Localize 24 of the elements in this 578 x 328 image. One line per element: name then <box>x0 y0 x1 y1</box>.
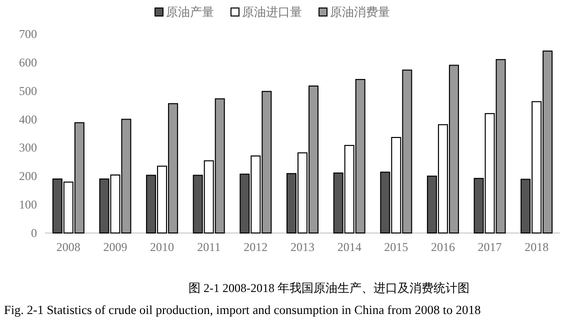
x-tick-label: 2017 <box>478 240 502 254</box>
x-tick-label: 2008 <box>56 240 80 254</box>
x-tick-label: 2012 <box>244 240 268 254</box>
text: Fig. 2-1 Statistics of crude oil production, import and consumption in China from 2008 to 2018 <box>4 303 481 317</box>
y-tick-label: 500 <box>19 84 37 98</box>
x-tick-label: 2018 <box>524 240 549 254</box>
y-tick-label: 600 <box>19 55 37 70</box>
x-tick-label: 2010 <box>150 240 174 254</box>
y-tick-label: 700 <box>19 27 37 41</box>
y-tick-label: 0 <box>31 226 37 240</box>
text: 图 2-1 2008-2018 年我国原油生产、进口及消费统计图 <box>188 281 470 295</box>
y-tick-label: 200 <box>19 169 37 184</box>
x-tick-label: 2015 <box>384 240 408 254</box>
y-tick-label: 100 <box>19 198 37 212</box>
x-tick-label: 2013 <box>290 240 314 254</box>
legend-label: 原油消费量 <box>330 5 390 19</box>
x-tick-label: 2009 <box>103 240 128 254</box>
x-tick-label: 2016 <box>430 240 455 254</box>
y-tick-label: 400 <box>19 112 37 126</box>
x-tick-label: 2011 <box>197 240 221 254</box>
x-tick-label: 2014 <box>337 240 362 254</box>
legend-label: 原油进口量 <box>242 5 302 19</box>
y-tick-label: 300 <box>19 140 37 155</box>
legend-label: 原油产量 <box>166 5 214 19</box>
